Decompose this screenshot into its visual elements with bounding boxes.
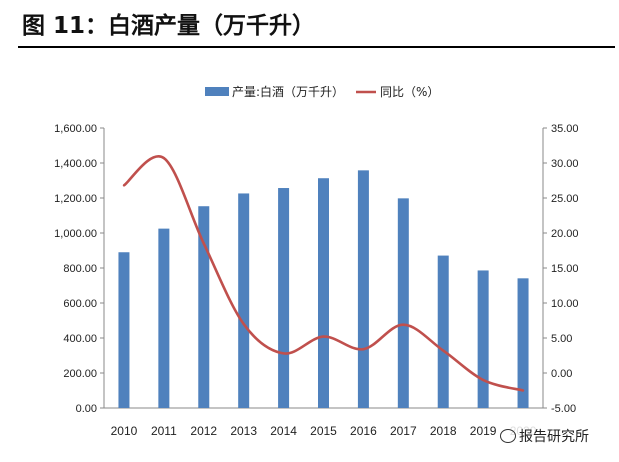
- yoy-point-2020: [521, 389, 525, 392]
- wechat-icon: [500, 429, 516, 443]
- bar-2011: [158, 228, 170, 408]
- bar-2017: [397, 198, 409, 408]
- right-tick-label: 15.00: [551, 263, 579, 275]
- left-tick-label: 600.00: [63, 298, 97, 310]
- x-tick-label: 2013: [230, 424, 257, 438]
- bar-2018: [437, 255, 449, 408]
- right-tick-label: 5.00: [551, 333, 572, 345]
- x-tick-label: 2012: [190, 424, 217, 438]
- yoy-point-2014: [282, 352, 285, 355]
- bar-2019: [477, 270, 489, 408]
- left-tick-label: 200.00: [63, 368, 97, 380]
- left-tick-label: 1,000.00: [54, 228, 97, 240]
- watermark: 报告研究所: [498, 426, 591, 446]
- right-tick-label: 10.00: [551, 298, 579, 310]
- x-tick-label: 2018: [430, 424, 457, 438]
- x-tick-label: 2017: [390, 424, 417, 438]
- right-tick-label: 0.00: [551, 368, 572, 380]
- x-tick-label: 2011: [151, 424, 177, 438]
- legend-bar-label: 产量:白酒（万千升）: [232, 84, 344, 99]
- legend-line-label: 同比（%）: [380, 85, 439, 99]
- left-tick-label: 0.00: [76, 403, 97, 415]
- left-tick-label: 800.00: [63, 263, 97, 275]
- bar-2010: [118, 252, 130, 408]
- left-tick-label: 400.00: [63, 333, 97, 345]
- title-rule: [18, 46, 615, 48]
- right-tick-label: 25.00: [551, 193, 579, 205]
- yoy-point-2015: [322, 335, 325, 338]
- yoy-point-2013: [242, 322, 245, 326]
- right-tick-label: -5.00: [551, 403, 576, 415]
- figure-title: 图 11：白酒产量（万千升）: [22, 13, 316, 39]
- yoy-line: [123, 155, 524, 392]
- legend-bar-swatch: [205, 87, 229, 96]
- yoy-point-2016: [362, 348, 365, 351]
- yoy-point-2019: [481, 378, 485, 382]
- left-tick-label: 1,400.00: [54, 158, 97, 170]
- x-tick-label: 2016: [350, 424, 377, 438]
- bar-2015: [318, 178, 329, 408]
- yoy-point-2012: [202, 242, 205, 245]
- right-tick-label: 35.00: [551, 123, 579, 135]
- x-tick-label: 2014: [270, 424, 297, 438]
- x-tick-label: 2010: [111, 424, 138, 438]
- left-tick-label: 1,600.00: [54, 123, 97, 135]
- right-tick-label: 30.00: [551, 158, 579, 170]
- bar-2020: [517, 278, 529, 408]
- watermark-text: 报告研究所: [519, 429, 589, 445]
- bar-2013: [238, 193, 250, 408]
- left-tick-label: 1,200.00: [54, 193, 97, 205]
- bar-2012: [198, 206, 210, 408]
- yoy-point-2010: [122, 184, 126, 187]
- yoy-point-2017: [402, 323, 405, 326]
- yoy-point-2011: [162, 156, 166, 160]
- x-tick-label: 2015: [310, 424, 337, 438]
- yoy-point-2018: [442, 349, 445, 352]
- right-tick-label: 20.00: [551, 228, 579, 240]
- bar-2016: [357, 170, 369, 408]
- bar-2014: [278, 188, 290, 408]
- x-tick-label: 2019: [470, 424, 497, 438]
